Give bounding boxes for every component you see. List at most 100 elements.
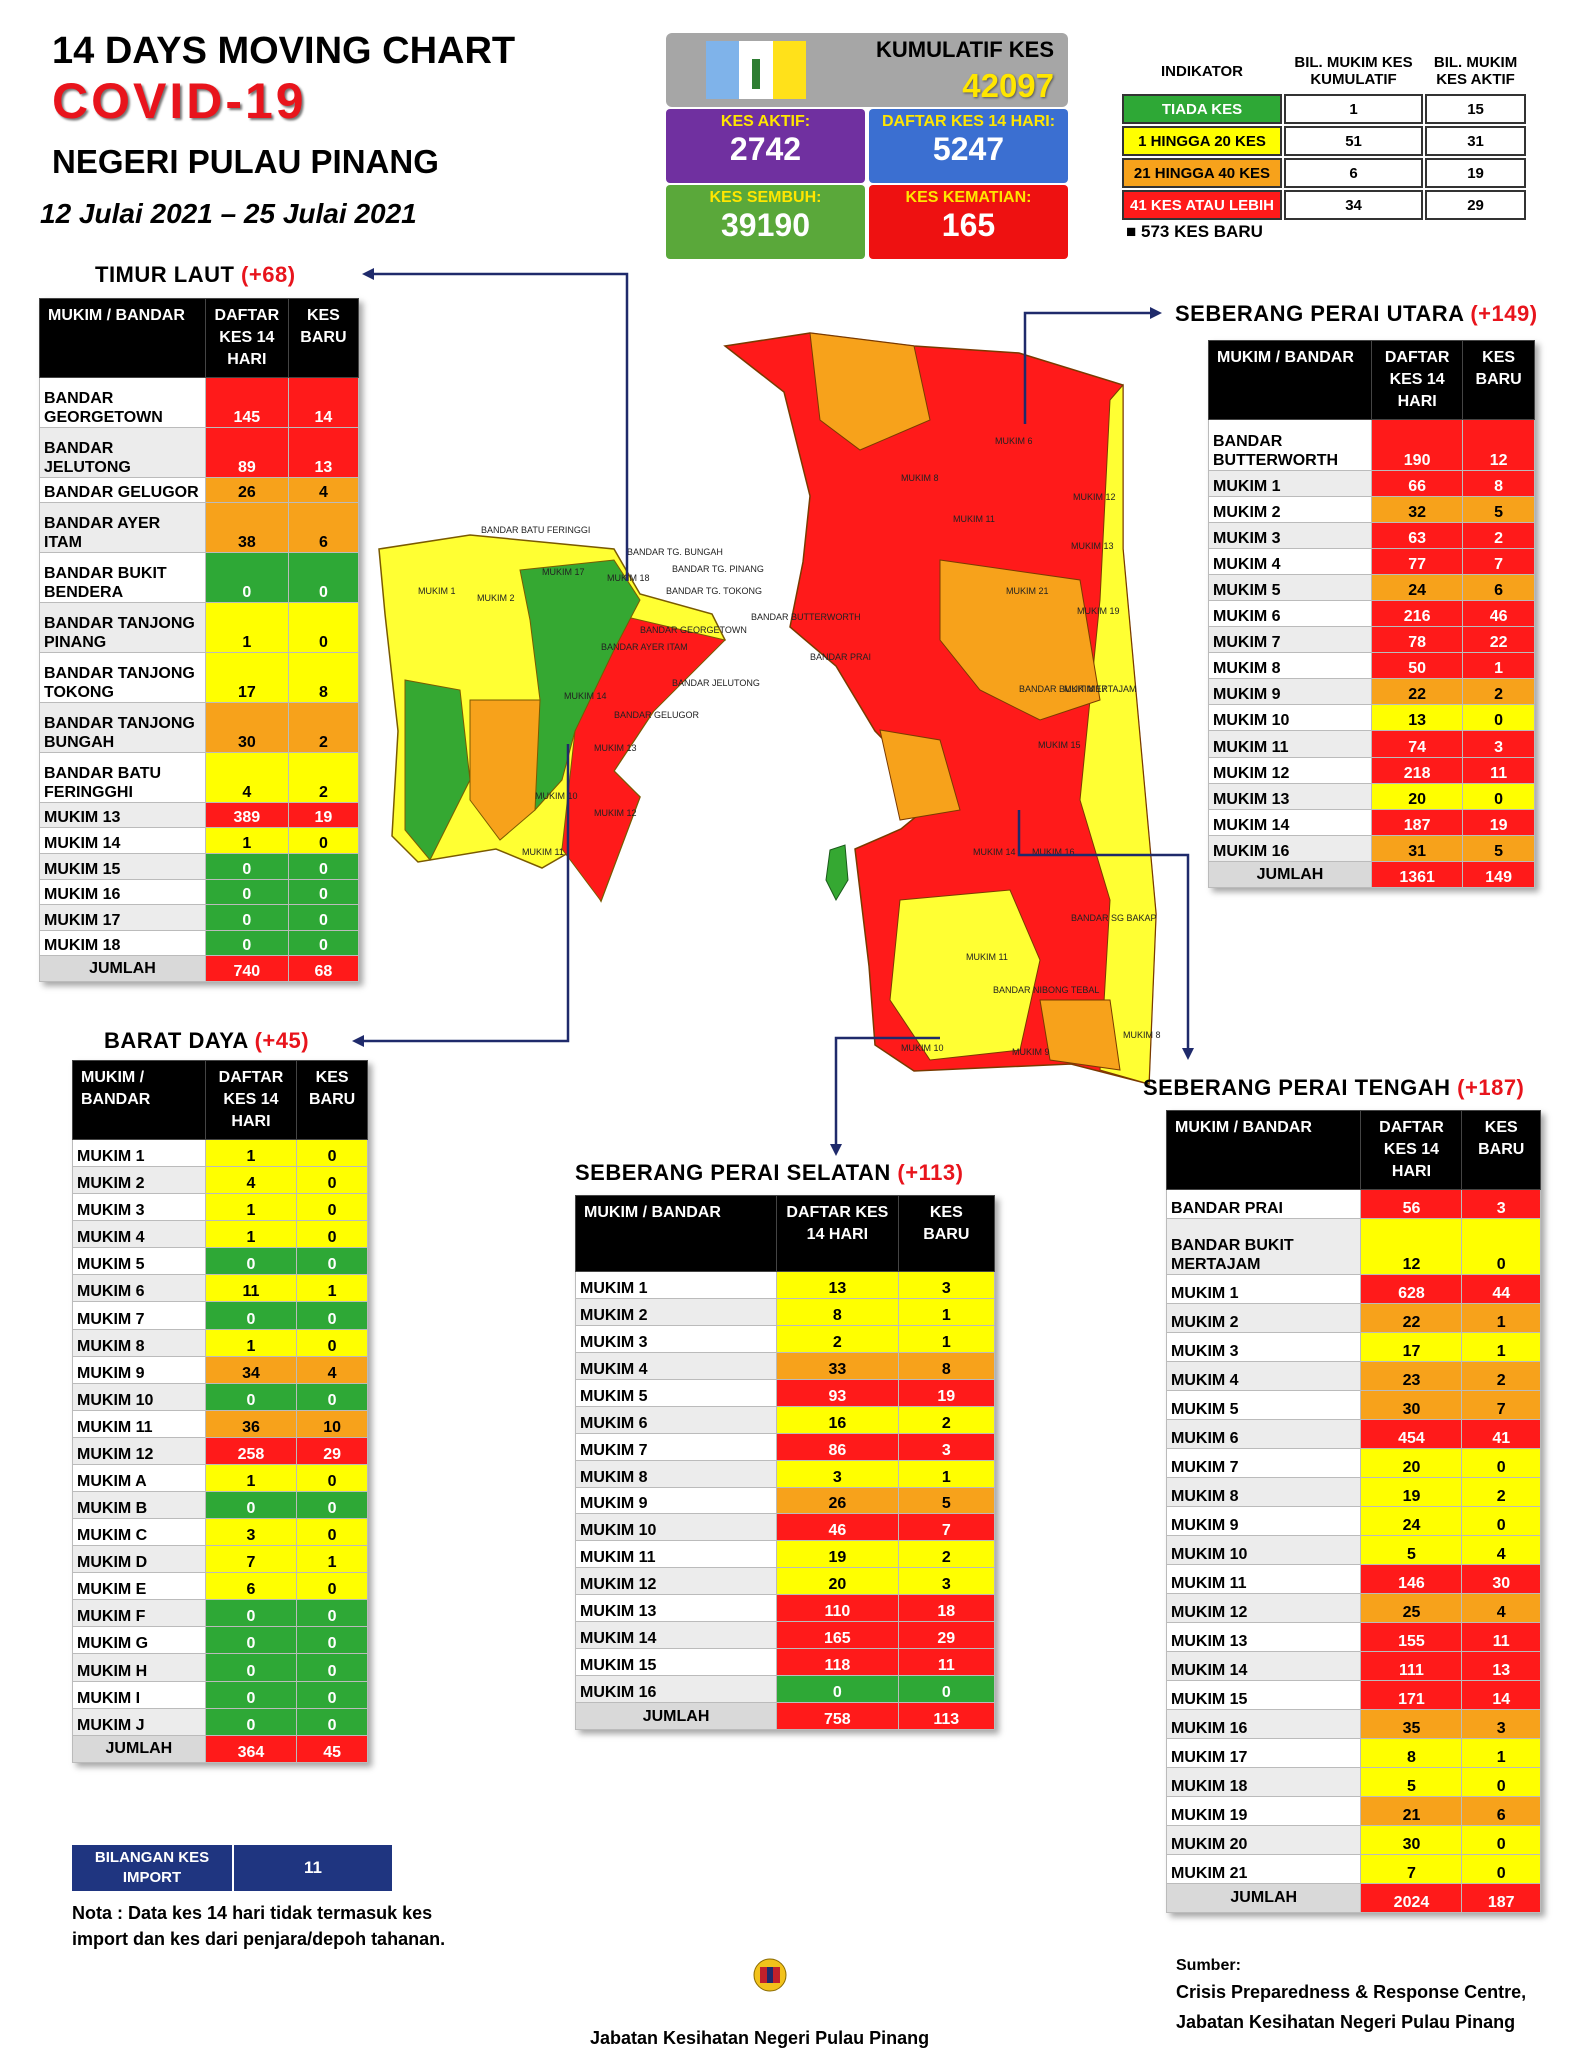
row-value: 216 (1370, 600, 1464, 628)
row-value: 2 (1462, 678, 1535, 706)
header-cell: DAFTAR KES 14 HARI (1370, 340, 1464, 420)
row-value: 1 (897, 1459, 996, 1488)
header-cell: KES BARU (1462, 340, 1535, 420)
total-value: 187 (1461, 1882, 1541, 1914)
row-value: 0 (1461, 1506, 1541, 1537)
row-name: MUKIM 4 (1208, 548, 1372, 576)
new-cases: ■ 573 KES BARU (1126, 222, 1263, 241)
map-label: MUKIM 10 (535, 791, 578, 801)
header-cell: MUKIM / BANDAR (1208, 340, 1372, 420)
row-value: 2 (287, 702, 360, 753)
row-value: 0 (296, 1491, 368, 1520)
row-name: MUKIM H (72, 1653, 206, 1682)
data-row: MUKIM 14 187 19 (1208, 808, 1535, 836)
row-value: 22 (1360, 1303, 1463, 1334)
row-value: 18 (897, 1594, 996, 1623)
data-row: MUKIM 14 165 29 (574, 1621, 996, 1650)
row-value: 155 (1360, 1622, 1463, 1653)
district-title: SEBERANG PERAI UTARA (+149) (1175, 301, 1538, 327)
district-name: SEBERANG PERAI UTARA (1175, 301, 1464, 326)
row-value: 1 (204, 1193, 298, 1222)
row-value: 19 (897, 1378, 996, 1407)
row-value: 1 (897, 1297, 996, 1326)
data-row: BANDAR AYER ITAM 38 6 (39, 502, 360, 554)
data-row: MUKIM 3 63 2 (1208, 521, 1535, 550)
indicator-heading: BIL. MUKIM KES AKTIF (1433, 54, 1518, 88)
row-name: MUKIM 5 (1165, 1390, 1362, 1421)
total-value: 149 (1462, 860, 1535, 889)
data-row: BANDAR TANJONG TOKONG 17 8 (39, 652, 360, 704)
map-label: MUKIM 17 (1064, 684, 1107, 694)
row-name: MUKIM 9 (1208, 678, 1372, 706)
map-label: MUKIM 17 (542, 567, 585, 577)
indicator-value: 51 (1284, 126, 1424, 156)
row-name: BANDAR BATU FERINGGHI (39, 751, 206, 803)
row-value: 145 (204, 377, 289, 428)
row-name: MUKIM 2 (72, 1166, 206, 1195)
row-value: 2 (1461, 1361, 1541, 1392)
total-row: JUMLAH 758 113 (574, 1702, 996, 1730)
row-name: MUKIM A (72, 1463, 206, 1493)
row-value: 1 (296, 1545, 368, 1574)
row-name: MUKIM 1 (72, 1138, 206, 1168)
row-name: MUKIM 14 (574, 1621, 778, 1650)
row-name: MUKIM 9 (1165, 1506, 1362, 1537)
row-name: MUKIM 18 (39, 929, 206, 957)
row-value: 0 (296, 1193, 368, 1222)
data-row: MUKIM 6 16 2 (574, 1405, 996, 1434)
row-name: BANDAR TANJONG PINANG (39, 602, 206, 654)
row-value: 0 (1461, 1853, 1541, 1884)
row-value: 389 (204, 801, 289, 829)
district-delta: (+68) (241, 262, 296, 287)
data-row: MUKIM 6 216 46 (1208, 600, 1535, 628)
data-row: MUKIM 9 34 4 (72, 1355, 368, 1384)
summary-value: 2742 (729, 131, 802, 167)
data-row: BANDAR PRAI 56 3 (1165, 1189, 1541, 1219)
row-name: MUKIM C (72, 1518, 206, 1547)
summary-box: KES KEMATIAN: 165 (869, 185, 1068, 259)
row-value: 25 (1360, 1593, 1463, 1624)
row-value: 0 (296, 1463, 368, 1493)
row-value: 111 (1360, 1651, 1463, 1682)
data-row: BANDAR BATU FERINGGHI 4 2 (39, 751, 360, 803)
row-value: 11 (897, 1648, 996, 1677)
row-name: MUKIM 8 (574, 1459, 778, 1488)
row-name: MUKIM 9 (72, 1355, 206, 1384)
data-row: MUKIM 14 1 0 (39, 827, 360, 854)
indicator-row: TIADA KES 1 15 (1122, 94, 1526, 124)
row-value: 0 (296, 1382, 368, 1411)
row-value: 22 (1370, 678, 1464, 706)
row-value: 0 (1461, 1824, 1541, 1855)
summary-label: KES KEMATIAN: (905, 189, 1032, 206)
row-value: 628 (1360, 1274, 1463, 1305)
header-cell: KES BARU (287, 298, 360, 378)
row-value: 3 (1461, 1189, 1541, 1219)
row-value: 86 (776, 1432, 899, 1461)
header-cell: DAFTAR KES 14 HARI (1360, 1110, 1463, 1190)
row-name: MUKIM 14 (39, 827, 206, 854)
row-name: MUKIM 2 (1165, 1303, 1362, 1334)
indicator-label: TIADA KES (1122, 94, 1282, 124)
row-value: 0 (204, 852, 289, 880)
data-row: MUKIM 9 22 2 (1208, 678, 1535, 706)
row-value: 0 (296, 1653, 368, 1682)
row-value: 0 (204, 878, 289, 906)
row-value: 0 (776, 1675, 899, 1703)
row-value: 17 (204, 652, 289, 704)
map-label: MUKIM 13 (594, 743, 637, 753)
row-value: 118 (776, 1648, 899, 1677)
row-name: MUKIM 13 (1208, 782, 1372, 810)
row-value: 11 (1461, 1622, 1541, 1653)
row-value: 0 (296, 1166, 368, 1195)
summary-label: DAFTAR KES 14 HARI: (881, 113, 1056, 130)
row-name: MUKIM 16 (574, 1675, 778, 1703)
summary-box: DAFTAR KES 14 HARI: 5247 (869, 109, 1068, 183)
row-value: 22 (1462, 626, 1535, 654)
indicator-heading: BIL. MUKIM KES KUMULATIF (1294, 54, 1413, 88)
row-value: 1 (204, 827, 289, 854)
